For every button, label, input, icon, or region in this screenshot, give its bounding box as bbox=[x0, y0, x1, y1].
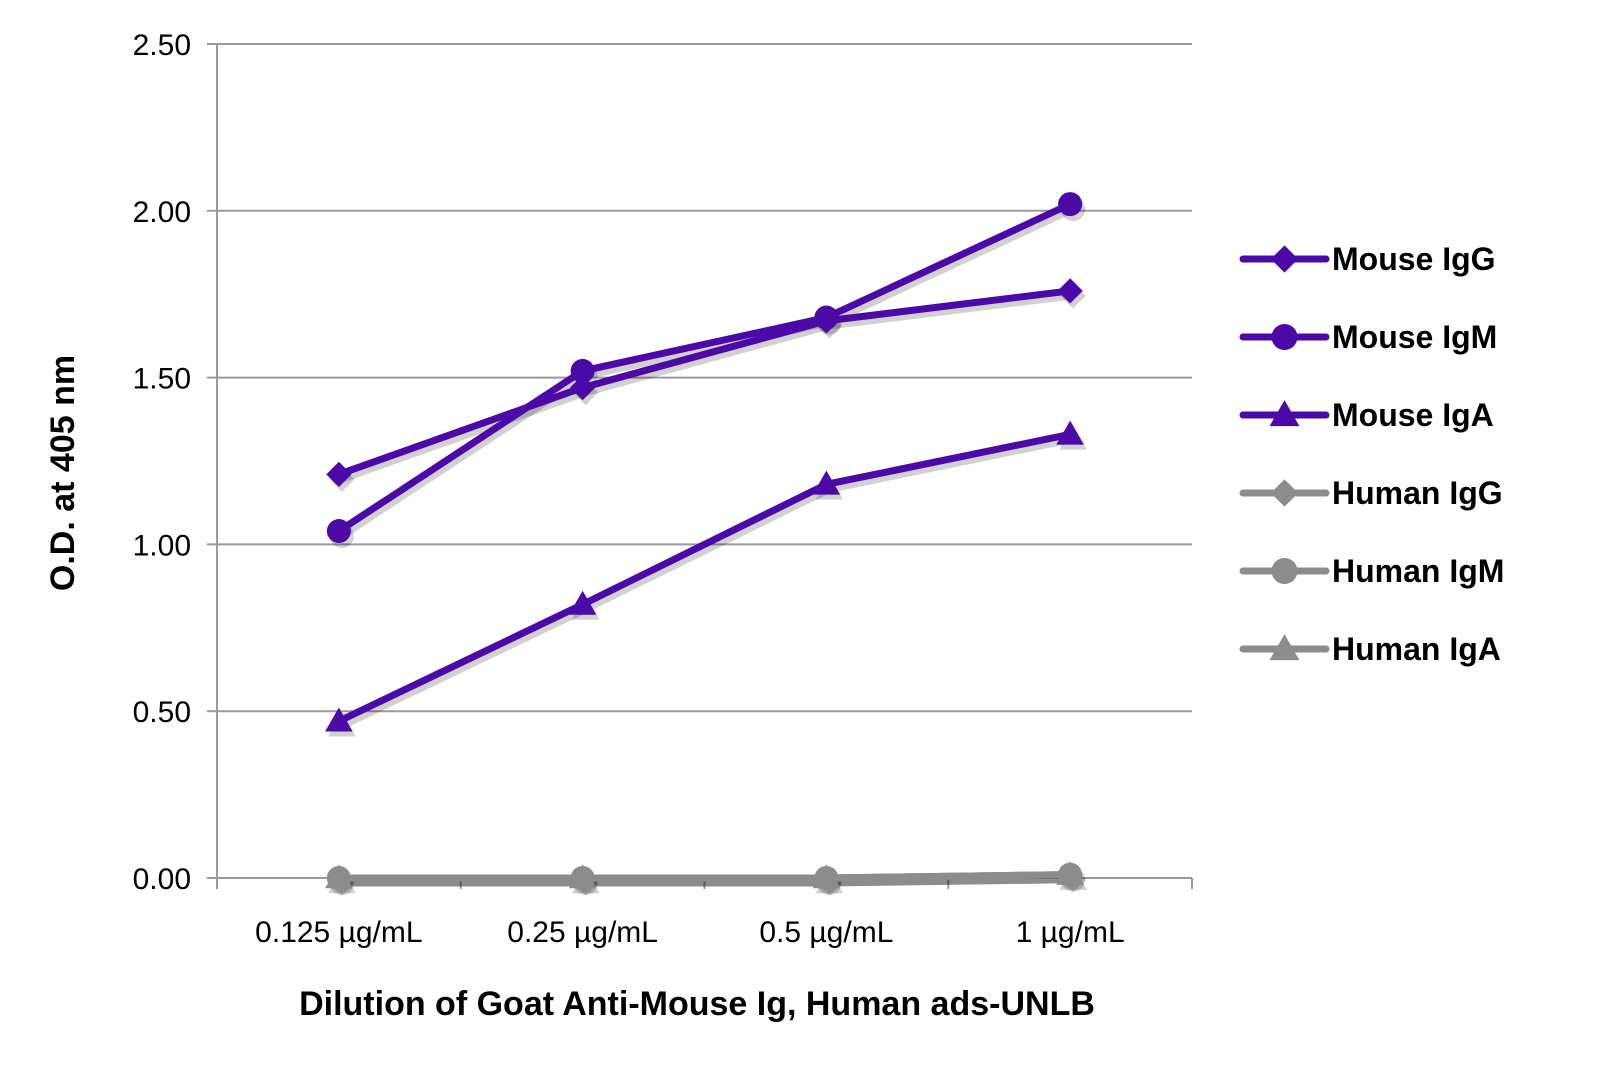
series-line bbox=[335, 200, 1074, 535]
series-line-shadow bbox=[341, 876, 1074, 887]
y-axis-title: O.D. at 405 nm bbox=[44, 355, 82, 591]
legend-marker bbox=[1270, 245, 1299, 273]
legend-marker bbox=[1271, 324, 1298, 350]
legend-marker bbox=[1270, 479, 1299, 507]
data-point bbox=[570, 375, 596, 401]
data-point bbox=[814, 305, 839, 330]
data-point bbox=[568, 864, 597, 889]
data-point bbox=[1056, 860, 1084, 885]
axes: 0.00 0.50 1.00 1.50 2.00 2.50 0.125 µg/mL 0.25 … bbox=[133, 29, 1193, 949]
data-point bbox=[1058, 192, 1083, 217]
y-tick-label: 2.50 bbox=[133, 29, 191, 62]
x-axis-title: Dilution of Goat Anti-Mouse Ig, Human ad… bbox=[299, 985, 1095, 1023]
series-line-shadow bbox=[340, 292, 1074, 483]
legend-label: Human IgA bbox=[1332, 631, 1501, 667]
data-point bbox=[1056, 420, 1084, 445]
x-tick-label: 0.5 µg/mL bbox=[759, 916, 893, 949]
series-line-shadow bbox=[340, 435, 1074, 730]
data-point bbox=[326, 519, 351, 544]
data-point bbox=[568, 590, 597, 615]
series-line bbox=[335, 430, 1074, 725]
series-line bbox=[335, 287, 1074, 478]
data-point bbox=[325, 707, 353, 732]
x-tick-label: 0.25 µg/mL bbox=[507, 916, 658, 949]
data-point bbox=[326, 461, 352, 487]
legend: Mouse IgG Mouse IgM Mouse IgA Human IgG Huma… bbox=[1239, 241, 1504, 667]
data-point bbox=[812, 470, 841, 495]
series-line bbox=[335, 871, 1074, 882]
data-point bbox=[812, 864, 841, 889]
x-tick-label: 0.125 µg/mL bbox=[255, 916, 422, 949]
y-tick-label: 1.00 bbox=[133, 529, 191, 562]
legend-marker bbox=[1271, 558, 1298, 584]
x-tick-label: 1 µg/mL bbox=[1016, 916, 1125, 949]
y-tick-label: 1.50 bbox=[133, 363, 191, 396]
legend-label: Mouse IgA bbox=[1332, 397, 1494, 433]
y-tick-label: 0.00 bbox=[133, 863, 191, 896]
series-lines bbox=[325, 192, 1084, 891]
data-point bbox=[325, 864, 353, 889]
legend-label: Mouse IgM bbox=[1332, 319, 1497, 355]
gridlines bbox=[217, 43, 1192, 879]
data-point bbox=[1057, 278, 1083, 304]
legend-label: Human IgG bbox=[1332, 475, 1503, 511]
legend-marker bbox=[1269, 400, 1300, 427]
data-point bbox=[570, 358, 595, 383]
y-tick-label: 0.50 bbox=[133, 696, 191, 729]
legend-label: Mouse IgG bbox=[1332, 241, 1496, 277]
series-line-shadow bbox=[339, 205, 1075, 539]
series-line-shadow bbox=[341, 876, 1074, 887]
series-line-shadow bbox=[341, 876, 1074, 887]
legend-marker bbox=[1269, 634, 1300, 661]
legend-label: Human IgM bbox=[1332, 553, 1504, 589]
y-tick-label: 2.00 bbox=[133, 196, 191, 229]
